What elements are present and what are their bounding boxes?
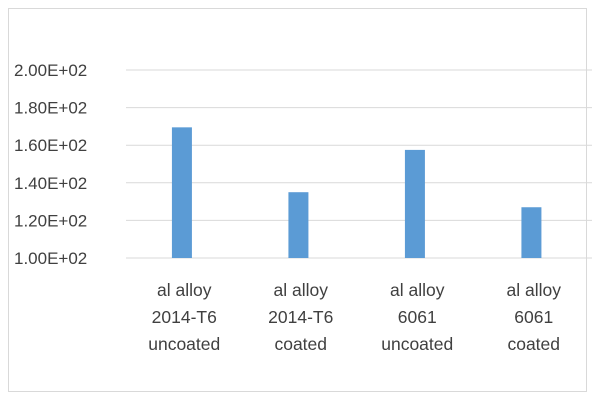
- bar: [404, 149, 425, 258]
- y-tick-label: 1.60E+02: [14, 136, 87, 155]
- x-category-label: 2014-T6: [152, 307, 217, 327]
- y-tick-label: 2.00E+02: [14, 61, 87, 80]
- x-category-label: al alloy: [390, 280, 445, 300]
- bar: [288, 192, 309, 258]
- y-tick-label: 1.80E+02: [14, 99, 87, 118]
- x-category-label: uncoated: [148, 334, 220, 354]
- x-category-label: al alloy: [157, 280, 212, 300]
- bar: [171, 127, 192, 258]
- x-category-label: al alloy: [274, 280, 329, 300]
- x-category-label: 6061: [398, 307, 437, 327]
- x-category-label: 2014-T6: [268, 307, 333, 327]
- x-category-label: uncoated: [381, 334, 453, 354]
- x-category-label: 6061: [514, 307, 553, 327]
- bar: [521, 207, 542, 258]
- y-tick-label: 1.20E+02: [14, 211, 87, 230]
- x-category-label: al alloy: [507, 280, 562, 300]
- y-tick-label: 1.40E+02: [14, 174, 87, 193]
- x-category-label: coated: [507, 334, 560, 354]
- x-category-label: coated: [274, 334, 327, 354]
- y-tick-label: 1.00E+02: [14, 249, 87, 268]
